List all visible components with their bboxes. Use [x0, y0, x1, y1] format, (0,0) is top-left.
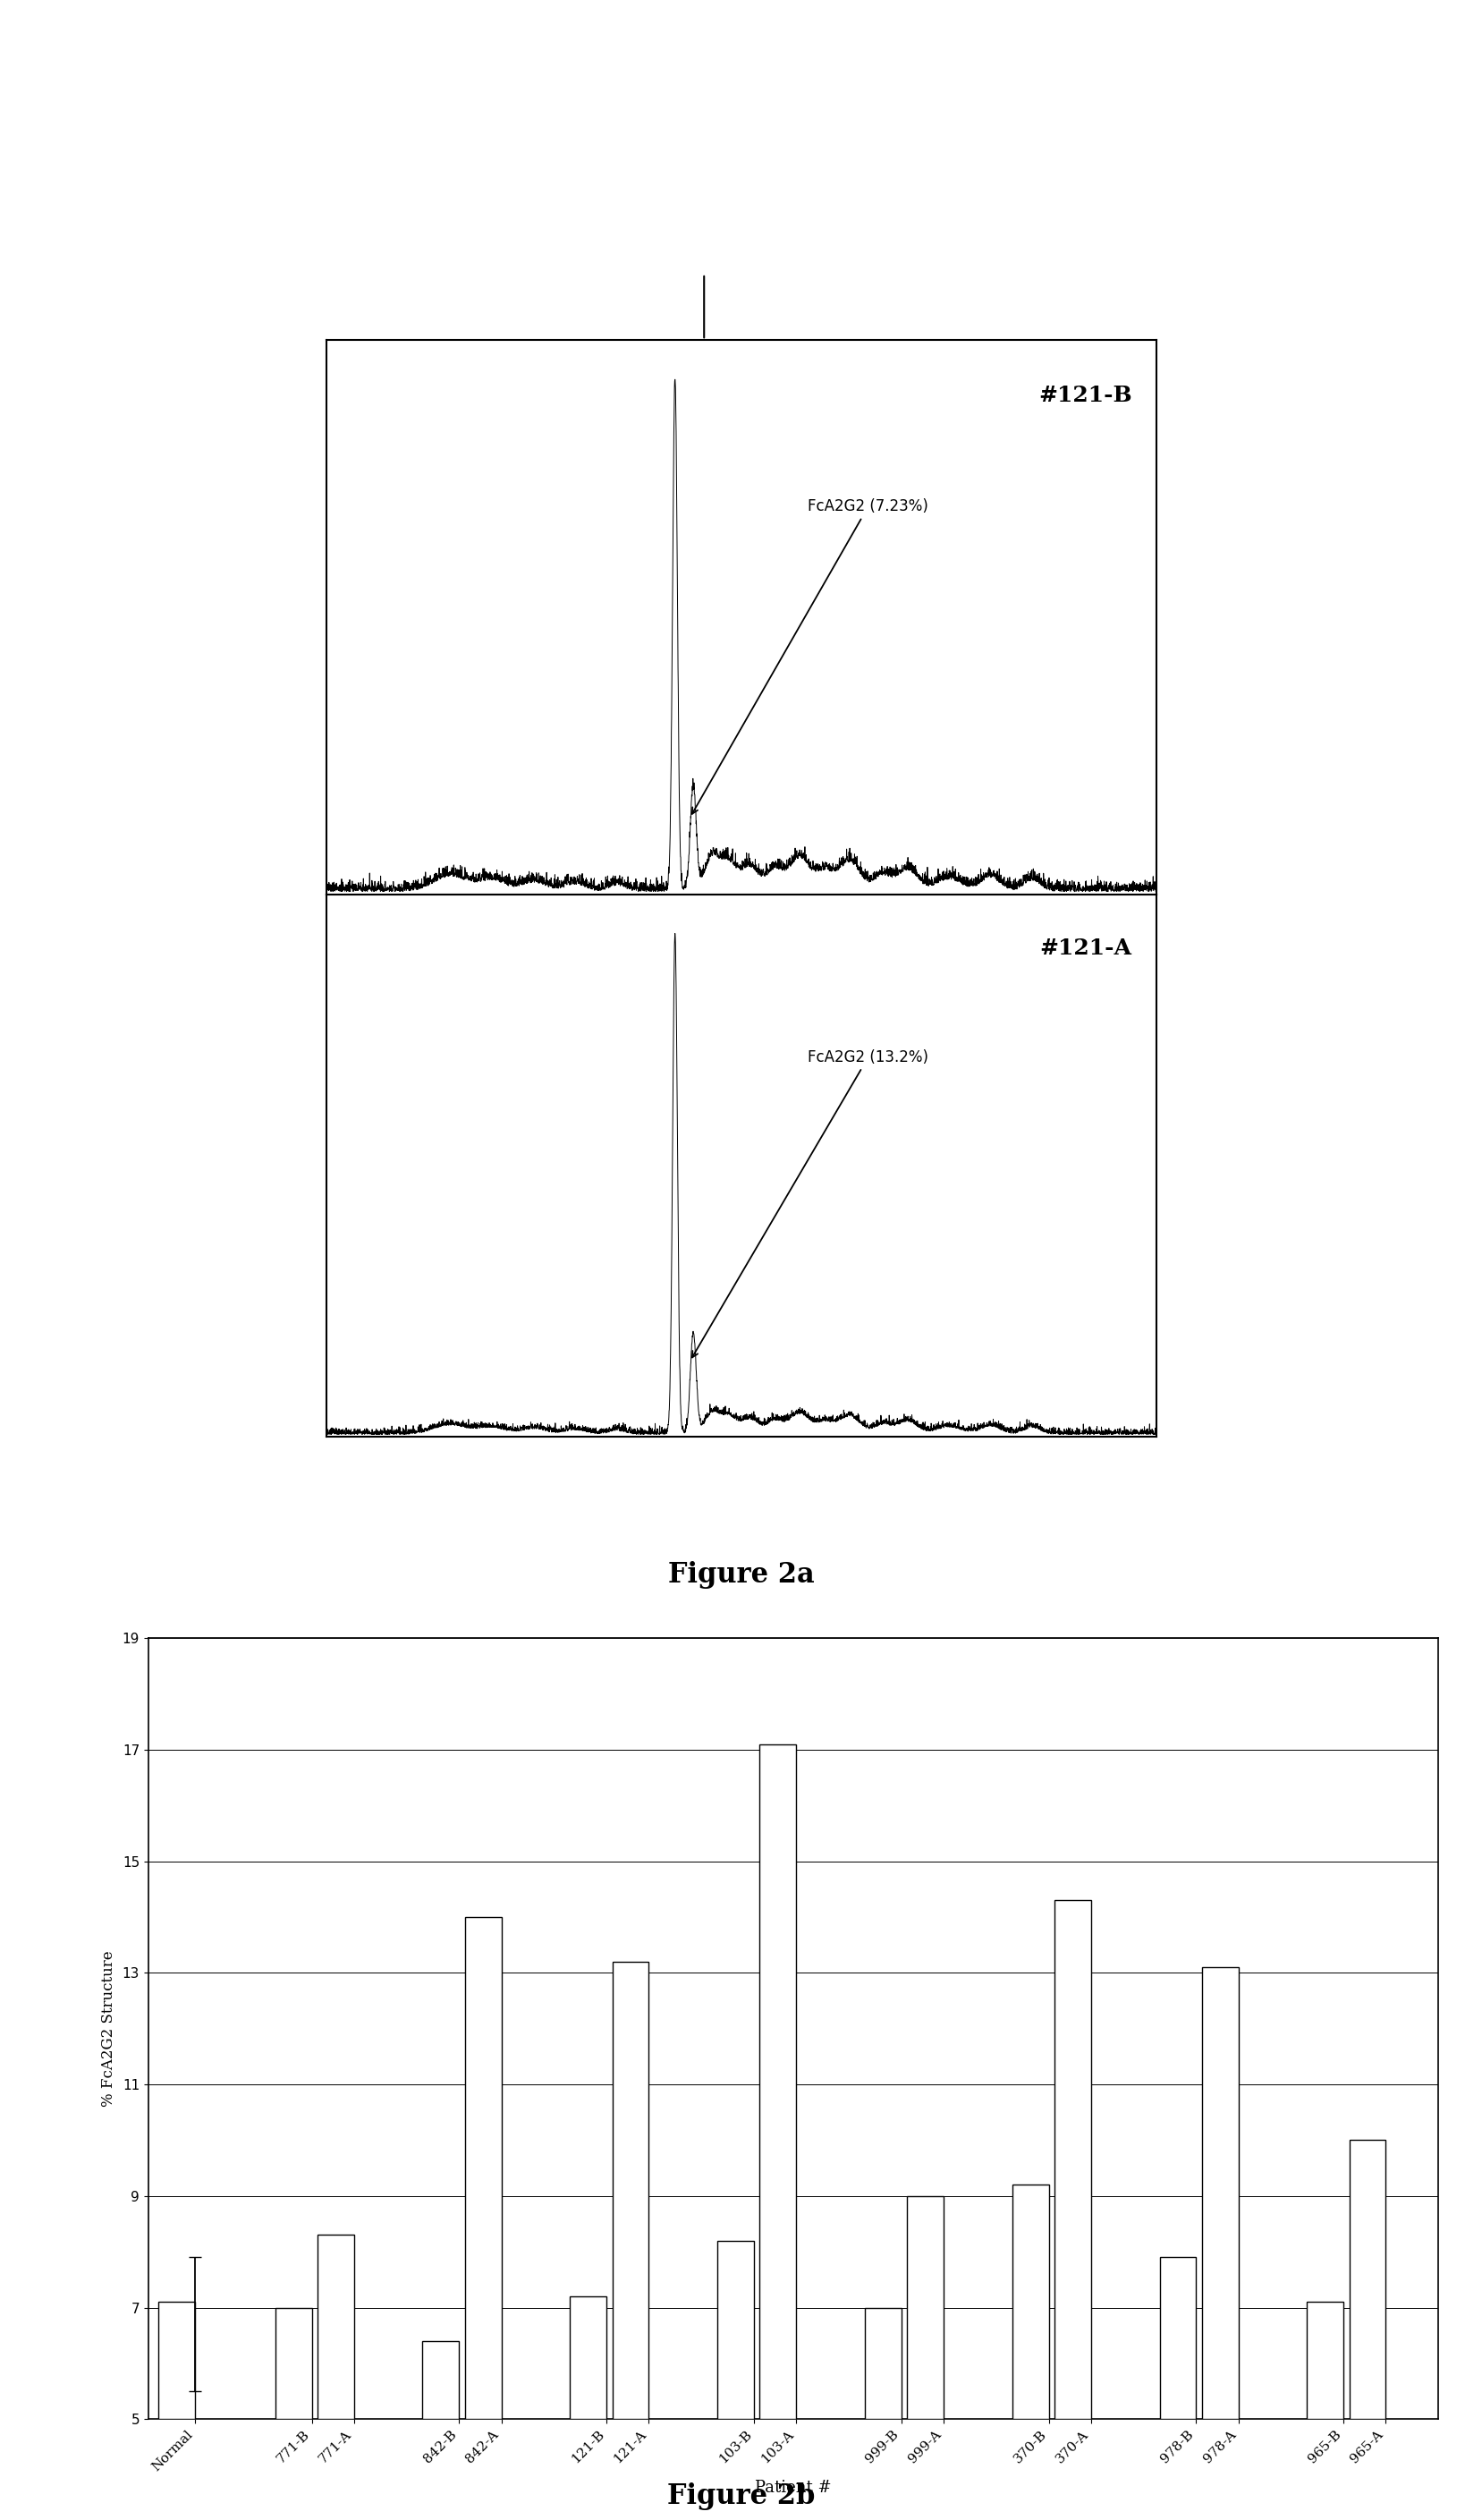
Bar [159, 2303, 196, 2419]
Bar [717, 2240, 753, 2419]
Bar [464, 1918, 501, 2419]
Text: #121-B: #121-B [1037, 386, 1131, 406]
Text: #121-A: #121-A [1039, 937, 1131, 960]
Bar [317, 2235, 354, 2419]
Bar [1054, 1900, 1091, 2419]
Bar [1349, 2139, 1386, 2419]
Bar [907, 2195, 943, 2419]
Bar [1159, 2258, 1196, 2419]
Y-axis label: % FcA2G2 Structure: % FcA2G2 Structure [101, 1950, 116, 2107]
Text: Figure 2a: Figure 2a [668, 1560, 814, 1590]
Bar [1306, 2303, 1343, 2419]
Bar [759, 1744, 796, 2419]
Bar [1200, 1968, 1237, 2419]
Bar [569, 2296, 606, 2419]
Bar [422, 2341, 459, 2419]
Bar [864, 2308, 901, 2419]
Text: FcA2G2 (13.2%): FcA2G2 (13.2%) [692, 1048, 928, 1358]
Text: Figure 2b: Figure 2b [667, 2482, 815, 2510]
Bar [276, 2308, 311, 2419]
Bar [1012, 2185, 1048, 2419]
X-axis label: Patient #: Patient # [754, 2480, 831, 2495]
Text: FcA2G2 (7.23%): FcA2G2 (7.23%) [692, 499, 928, 814]
Bar [612, 1961, 649, 2419]
